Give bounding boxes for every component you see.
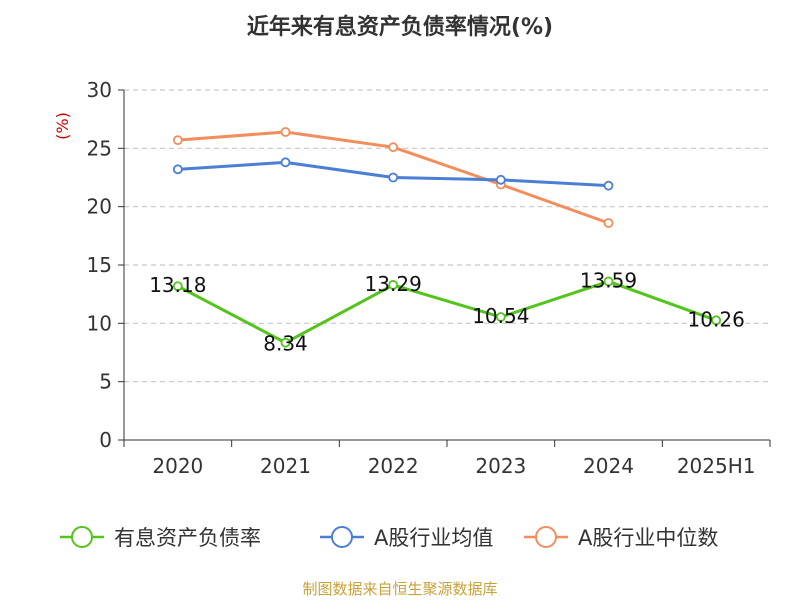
- legend-label: 有息资产负债率: [114, 526, 261, 550]
- data-point: [172, 135, 183, 146]
- x-tick-label: 2020: [152, 454, 203, 478]
- legend-marker: [331, 526, 353, 548]
- data-point: [388, 142, 399, 153]
- x-tick-label: 2021: [260, 454, 311, 478]
- chart-title: 近年来有息资产负债率情况(%): [247, 14, 553, 40]
- y-tick-label: 5: [99, 370, 112, 394]
- data-labels: 13.18 8.34 13.29 10.54 13.59 10.26: [149, 268, 745, 355]
- data-label: 13.59: [580, 268, 637, 292]
- source-note: 制图数据来自恒生聚源数据库: [302, 580, 497, 598]
- data-label: 13.18: [149, 273, 206, 297]
- legend-item[interactable]: A股行业中位数: [524, 526, 718, 550]
- data-point: [280, 127, 291, 137]
- legend-marker: [71, 526, 93, 548]
- series-layer: [172, 127, 722, 348]
- legend-label: A股行业中位数: [578, 526, 718, 550]
- data-point: [280, 337, 291, 348]
- data-point: [280, 157, 291, 168]
- data-point: [172, 281, 183, 292]
- data-label: 13.29: [365, 272, 422, 296]
- y-tick-label: 30: [87, 78, 112, 102]
- legend-item[interactable]: 有息资产负债率: [60, 526, 261, 550]
- data-label: 10.54: [472, 304, 529, 328]
- data-point: [603, 180, 614, 191]
- y-tick-label: 10: [87, 311, 112, 335]
- legend-item[interactable]: A股行业均值: [320, 526, 493, 550]
- grid: [124, 89, 770, 383]
- x-tick-label: 2023: [475, 454, 526, 478]
- data-point: [388, 172, 399, 183]
- y-axis-label: (%): [53, 112, 72, 140]
- y-tick-label: 25: [87, 136, 112, 160]
- x-tick-label: 2025H1: [677, 454, 756, 478]
- y-tick-label: 20: [87, 195, 112, 219]
- data-point: [495, 174, 506, 185]
- x-axis: 2020 2021 2022 2023 2024 2025H1: [123, 439, 771, 478]
- x-tick-label: 2022: [368, 454, 419, 478]
- data-label: 10.26: [688, 307, 745, 331]
- y-axis: 0 5 10 15 20 25 30: [87, 78, 125, 452]
- y-tick-label: 0: [99, 428, 112, 452]
- data-point: [603, 276, 614, 287]
- data-point: [603, 218, 614, 228]
- series-line: [177, 279, 717, 345]
- legend-marker: [535, 526, 557, 548]
- data-point: [495, 312, 506, 322]
- data-point: [388, 280, 399, 290]
- legend: 有息资产负债率 A股行业均值 A股行业中位数: [60, 526, 718, 550]
- y-tick-label: 15: [87, 253, 112, 277]
- legend-label: A股行业均值: [374, 526, 493, 550]
- data-label: 8.34: [263, 332, 308, 356]
- data-point: [711, 315, 722, 326]
- data-point: [172, 164, 183, 175]
- x-tick-label: 2024: [583, 454, 634, 478]
